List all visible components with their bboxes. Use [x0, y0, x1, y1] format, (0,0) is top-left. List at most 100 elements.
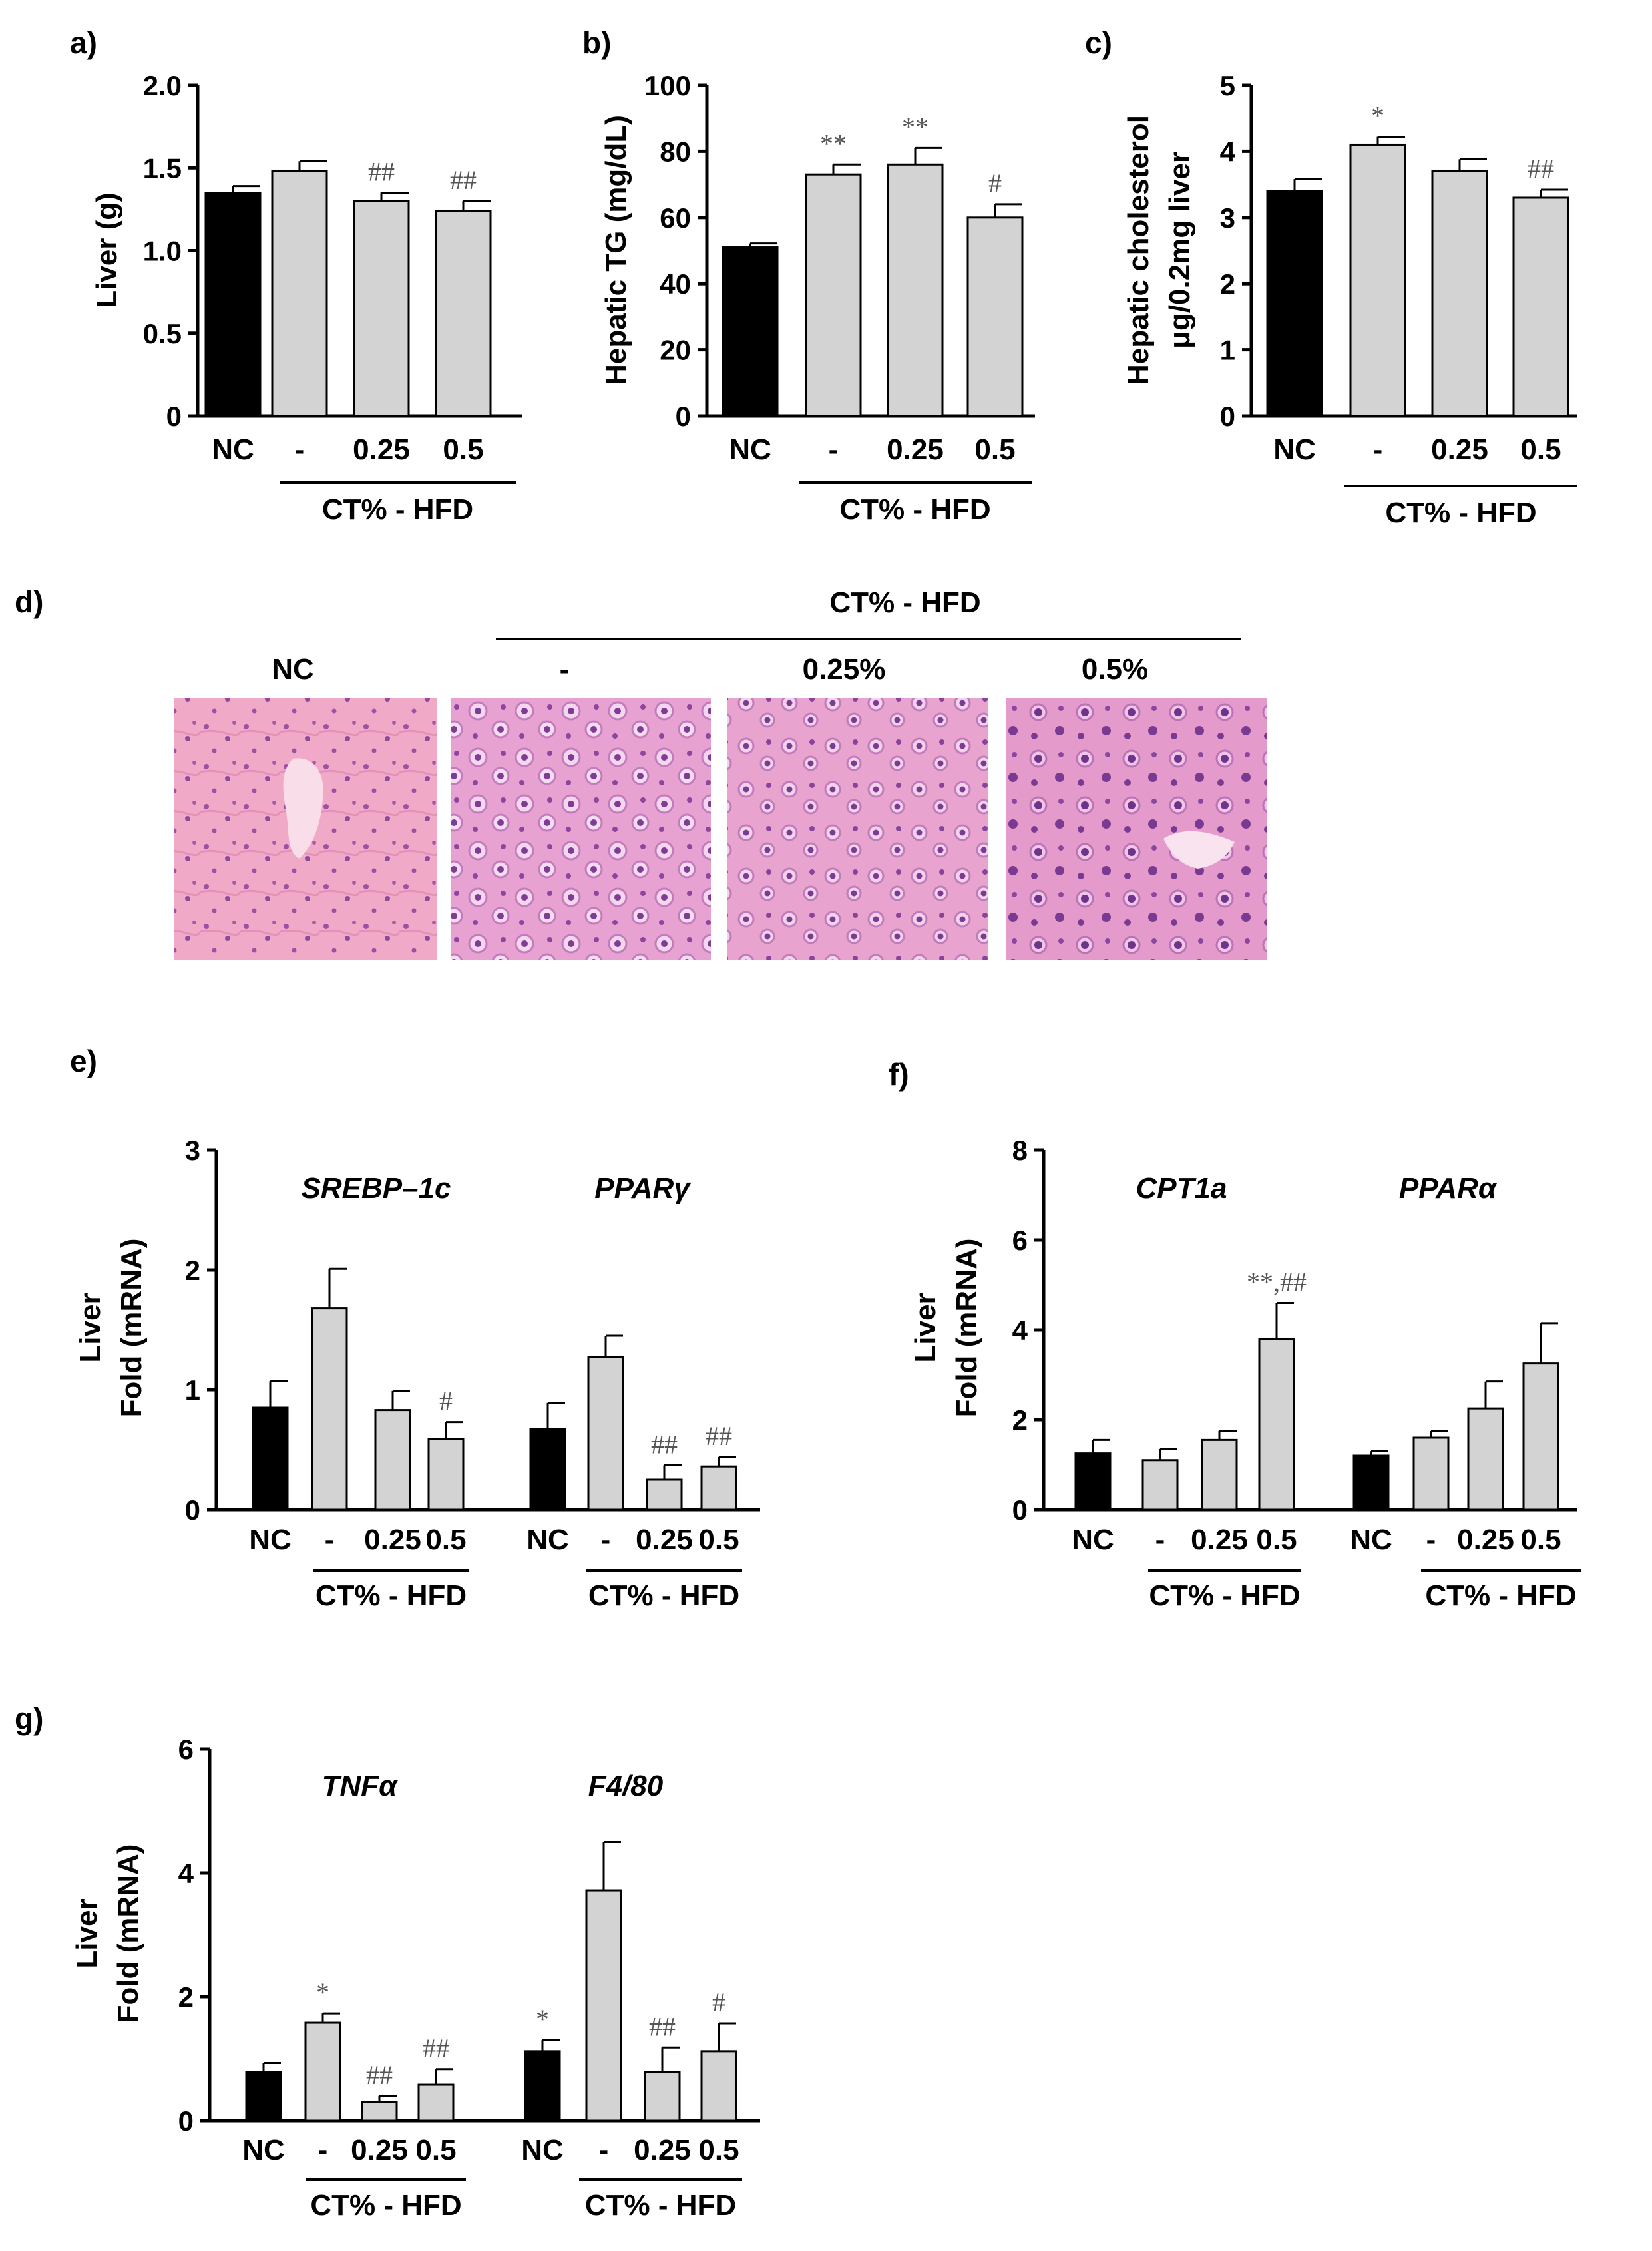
category-label: 0.5 — [974, 433, 1015, 466]
significance-label: ## — [649, 2011, 676, 2041]
category-label: - — [318, 2134, 328, 2166]
category-label: 0.5 — [425, 1524, 466, 1556]
y-tick-label: 6 — [1012, 1225, 1028, 1256]
y-tick-label: 2 — [185, 1255, 200, 1286]
category-label: NC — [1350, 1524, 1392, 1556]
y-tick-label: 4 — [1012, 1315, 1028, 1346]
y-tick-label: 1.0 — [143, 236, 182, 267]
y-tick-label: 80 — [660, 136, 691, 167]
category-label: 0.25 — [1431, 433, 1488, 466]
bar — [646, 1478, 683, 1511]
y-tick-label: 2 — [1220, 268, 1235, 300]
category-label: NC — [729, 433, 771, 466]
y-tick-label: 0 — [1220, 401, 1235, 432]
y-axis-label-secondary: Fold (mRNA) — [115, 1239, 148, 1418]
group-label: CT% - HFD — [315, 1579, 467, 1612]
significance-label: * — [1371, 101, 1384, 131]
y-tick-label: 6 — [178, 1734, 194, 1765]
category-label: 0.5 — [698, 1524, 739, 1556]
bar — [529, 1428, 566, 1511]
bar — [353, 200, 410, 417]
histology-label-hfd: - — [560, 653, 570, 686]
category-label: - — [325, 1524, 335, 1556]
category-label: 0.5 — [1520, 433, 1561, 466]
significance-label: ## — [450, 165, 477, 195]
y-tick-label: 4 — [1220, 136, 1236, 167]
bar — [435, 210, 492, 417]
significance-label: ## — [366, 2060, 393, 2090]
category-label: 0.5 — [1256, 1524, 1297, 1556]
y-tick-label: 1.5 — [143, 152, 182, 184]
y-axis-label: Liver (g) — [91, 192, 123, 308]
bar — [700, 2050, 737, 2122]
histology-image-hfd — [451, 698, 711, 960]
group-label: CT% - HFD — [322, 493, 473, 526]
category-label: 0.25 — [351, 2134, 408, 2166]
y-tick-label: 0 — [676, 401, 691, 432]
bar — [252, 1406, 289, 1511]
bar — [1141, 1459, 1179, 1511]
bar — [1266, 190, 1323, 417]
category-label: 0.5 — [698, 2134, 739, 2166]
group-label: CT% - HFD — [839, 493, 990, 526]
bar — [644, 2071, 681, 2122]
bar — [204, 192, 262, 417]
bar — [1431, 170, 1488, 417]
group-label: CT% - HFD — [585, 2189, 736, 2222]
y-axis-label: Hepatic TG (mg/dL) — [600, 115, 632, 385]
y-axis-label-secondary: Fold (mRNA) — [112, 1844, 144, 2023]
bar — [585, 1889, 622, 2122]
chart-panel-1: b) 0 20 40 60 80 100 Hepatic TG (mg/dL) ** ** # NC -… — [582, 25, 1035, 526]
category-label: - — [601, 1524, 611, 1556]
category-label: NC — [242, 2134, 285, 2166]
y-axis-label: Hepatic cholesterol — [1122, 115, 1155, 385]
category-label: NC — [249, 1524, 292, 1556]
group-label: CT% - HFD — [1385, 497, 1536, 529]
y-tick-label: 4 — [178, 1858, 194, 1889]
category-label: 0.25 — [353, 433, 410, 466]
significance-label: ## — [1528, 154, 1554, 184]
y-axis-label: Liver — [71, 1898, 103, 1968]
group-label: CT% - HFD — [1425, 1579, 1576, 1612]
panel-letter: f) — [889, 1057, 909, 1092]
bar — [524, 2050, 561, 2122]
category-label: - — [1373, 433, 1383, 466]
category-label: - — [1155, 1524, 1165, 1556]
series-label: TNFα — [322, 1770, 399, 1802]
category-label: 0.5 — [1520, 1524, 1561, 1556]
bar — [587, 1356, 624, 1511]
y-tick-label: 0 — [185, 1494, 200, 1526]
bar — [417, 2083, 455, 2122]
bar — [1349, 143, 1406, 417]
significance-label: **,## — [1247, 1267, 1307, 1297]
significance-label: # — [712, 1987, 725, 2017]
y-axis-label: Liver — [909, 1293, 942, 1362]
category-label: NC — [1273, 433, 1316, 466]
y-tick-label: 2 — [178, 1981, 194, 2013]
significance-label: ** — [820, 128, 847, 158]
bar — [700, 1465, 737, 1511]
panel-letter: c) — [1085, 25, 1112, 60]
category-label: NC — [526, 1524, 569, 1556]
significance-label: * — [316, 1977, 329, 2007]
series-label: PPARγ — [594, 1172, 692, 1205]
y-tick-label: 1 — [1220, 335, 1235, 366]
chart-panel-2: c) 0 1 2 3 4 5 Hepatic cholesterol μg/0.2mg live… — [1085, 25, 1577, 529]
y-tick-label: 0 — [166, 401, 182, 432]
category-label: 0.25 — [1191, 1524, 1248, 1556]
bar — [304, 2021, 341, 2122]
panel-letter-d: d) — [15, 584, 43, 619]
group-label: CT% - HFD — [1149, 1579, 1300, 1612]
bar — [427, 1438, 465, 1511]
y-tick-label: 1 — [185, 1374, 200, 1406]
bar — [374, 1409, 411, 1511]
significance-label: * — [536, 2004, 549, 2034]
bar — [245, 2071, 282, 2122]
significance-label: ## — [706, 1421, 732, 1451]
panel-letter: b) — [582, 25, 611, 60]
significance-label: # — [439, 1386, 453, 1416]
